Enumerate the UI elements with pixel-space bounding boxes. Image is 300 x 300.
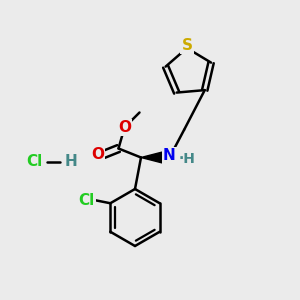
Text: H: H [64, 154, 77, 169]
Polygon shape [141, 152, 162, 163]
Text: Cl: Cl [78, 193, 94, 208]
Text: O: O [118, 120, 131, 135]
Text: N: N [163, 148, 176, 164]
Text: O: O [91, 147, 104, 162]
Text: Cl: Cl [26, 154, 43, 169]
Text: ·H: ·H [178, 152, 195, 166]
Text: S: S [182, 38, 192, 53]
